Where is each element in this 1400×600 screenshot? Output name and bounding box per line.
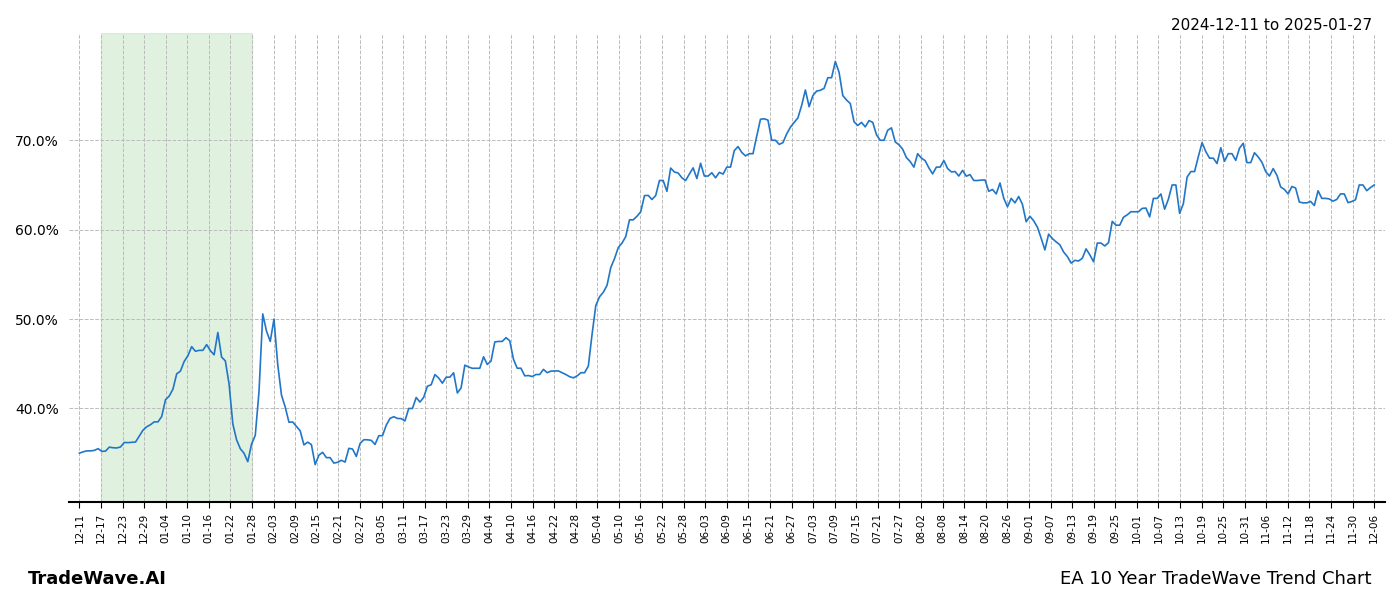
Text: EA 10 Year TradeWave Trend Chart: EA 10 Year TradeWave Trend Chart xyxy=(1061,570,1372,588)
Text: TradeWave.AI: TradeWave.AI xyxy=(28,570,167,588)
Bar xyxy=(101,33,252,502)
Text: 2024-12-11 to 2025-01-27: 2024-12-11 to 2025-01-27 xyxy=(1170,18,1372,33)
